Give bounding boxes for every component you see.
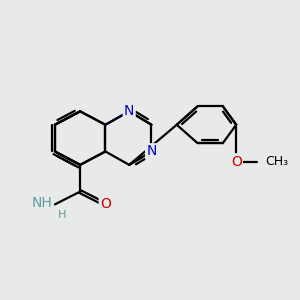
Text: N: N bbox=[124, 104, 134, 118]
Text: O: O bbox=[231, 154, 242, 169]
Text: O: O bbox=[100, 197, 111, 212]
Text: NH: NH bbox=[32, 196, 52, 210]
Text: CH₃: CH₃ bbox=[265, 155, 288, 168]
Text: N: N bbox=[146, 145, 157, 158]
Text: H: H bbox=[58, 210, 67, 220]
